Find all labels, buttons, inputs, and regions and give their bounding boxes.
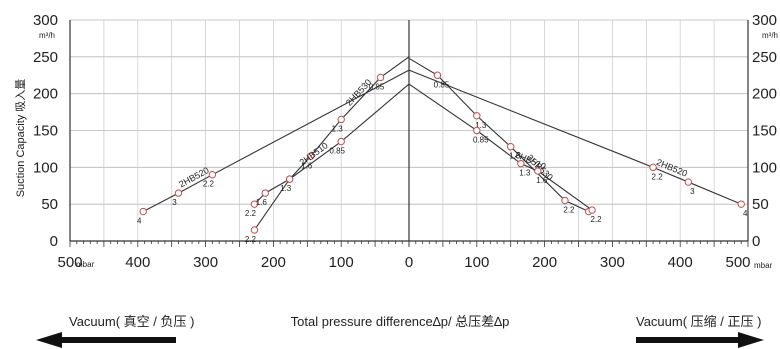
y-tick-label-right: 300 (752, 12, 777, 29)
x-axis-label: Total pressure difference∆p/ 总压差∆p (291, 314, 510, 329)
y-tick-label-right: 150 (752, 123, 777, 140)
series-line-2HB530-vacuum (253, 56, 410, 231)
data-point (507, 143, 515, 151)
data-point (139, 207, 147, 216)
x-tick-label-pressure: 400 (668, 254, 693, 271)
y-tick-label-left: 0 (50, 233, 58, 250)
y-tick-label-left: 100 (33, 159, 58, 176)
data-point (517, 159, 525, 168)
series-line-2HB520-vacuum (142, 69, 410, 213)
point-label: 0.85 (369, 82, 385, 91)
point-label: 2.2 (563, 205, 575, 214)
data-point (588, 206, 596, 214)
x-tick-label-vacuum: 400 (125, 254, 150, 271)
point-label: 1.6 (536, 176, 548, 185)
point-label: 4 (137, 217, 142, 226)
vacuum-label: Vacuum( 真空 / 负压 ) (69, 314, 194, 329)
chart-series: 432.22HB5202.21.31.61.30.852HB5302.21.60… (137, 56, 748, 244)
data-point (208, 171, 217, 179)
chart-labels: Suction Capacity 吸入量 Total pressure diff… (14, 79, 761, 329)
left-arrow-icon (36, 332, 176, 348)
y-tick-label-left: 150 (33, 123, 58, 140)
pressure-label: Vacuum( 压缩 / 正压 ) (636, 314, 761, 329)
data-point (285, 175, 294, 183)
data-point (684, 178, 693, 186)
point-label: 0.85 (434, 80, 450, 89)
data-point (250, 200, 259, 208)
data-point (649, 163, 657, 172)
y-unit-left: m³/h (39, 31, 55, 40)
x-tick-label-vacuum: 500 (57, 254, 82, 271)
point-label: 1.6 (301, 161, 313, 170)
data-point (261, 189, 269, 197)
point-label: 0.85 (329, 147, 345, 156)
point-label: 2.2 (245, 209, 257, 218)
point-label: 1.6 (509, 152, 521, 161)
point-label: 2.2 (245, 235, 257, 244)
right-arrow-icon (636, 332, 764, 348)
data-point (473, 126, 481, 135)
direction-arrows (36, 332, 764, 348)
data-point (433, 71, 442, 79)
y-tick-label-right: 100 (752, 159, 777, 176)
y-tick-label-right: 250 (752, 49, 777, 66)
point-label: 2.2 (590, 215, 602, 224)
y-tick-label-right: 50 (752, 196, 769, 213)
y-tick-label-right: 200 (752, 86, 777, 103)
series-line-2HB520-pressure (408, 69, 742, 205)
series-line-2HB530-pressure (408, 57, 589, 213)
series-line-2HB510-vacuum (254, 83, 410, 205)
data-point (561, 196, 569, 205)
series-label: 2HB530 (344, 77, 374, 108)
data-point (376, 73, 385, 82)
x-tick-label-vacuum: 100 (329, 254, 354, 271)
data-point (174, 189, 183, 197)
point-label: 0.85 (473, 136, 489, 145)
point-label: 1.3 (475, 121, 487, 130)
point-label: 4 (743, 209, 748, 218)
y-tick-label-left: 200 (33, 86, 58, 103)
y-axis-label: Suction Capacity 吸入量 (14, 79, 27, 198)
point-label: 1.3 (280, 184, 292, 193)
data-point (250, 226, 259, 234)
x-unit-right: mbar (754, 261, 773, 270)
y-tick-label-left: 300 (33, 12, 58, 29)
y-tick-label-left: 50 (41, 196, 58, 213)
x-tick-label-pressure: 300 (600, 254, 625, 271)
x-unit-left: mbar (76, 260, 95, 269)
data-point (337, 137, 345, 146)
y-tick-label-right: 0 (752, 233, 760, 250)
point-label: 1.6 (256, 198, 268, 207)
point-label: 3 (690, 187, 695, 196)
x-tick-label-vacuum: 200 (261, 254, 286, 271)
point-label: 3 (172, 198, 177, 207)
data-point (306, 152, 315, 160)
point-label: 2.2 (652, 172, 664, 181)
series-line-2HB510-pressure (408, 83, 593, 211)
x-tick-label-vacuum: 0 (405, 254, 413, 271)
x-tick-label-pressure: 200 (532, 254, 557, 271)
y-unit-right: m³/h (762, 31, 778, 40)
data-point (737, 200, 745, 208)
y-tick-label-left: 250 (33, 49, 58, 66)
x-tick-label-vacuum: 300 (193, 254, 218, 271)
data-point (337, 115, 345, 124)
data-point (534, 167, 542, 175)
point-label: 1.3 (332, 124, 344, 133)
x-tick-label-pressure: 500 (725, 254, 750, 271)
x-tick-label-pressure: 100 (464, 254, 489, 271)
point-label: 2.2 (203, 180, 215, 189)
point-label: 1.3 (519, 169, 531, 178)
data-point (473, 112, 481, 120)
